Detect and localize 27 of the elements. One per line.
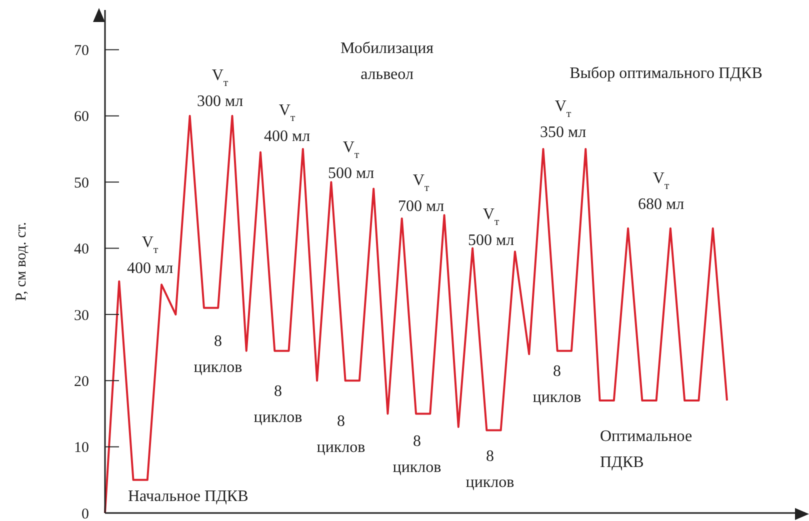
y-axis-title: Р, см вод. ст. [13,222,30,301]
y-tick-label: 70 [74,43,89,60]
annotation: 8 циклов [254,383,303,426]
y-tick-label: 50 [74,175,89,192]
annotation: 8 циклов [466,448,515,491]
annotation: Мобилизация альвеол [340,40,434,83]
annotation: V$_{т}$ 400 мл [264,102,310,145]
y-tick-label: 10 [74,440,89,456]
annotation: Выбор оптимального ПДКВ [570,65,762,82]
annotation: V$_{т}$ 680 мл [638,170,684,213]
y-tick-label: 30 [74,308,89,324]
annotation: V$_{т}$ 700 мл [398,172,444,215]
annotation: V$_{т}$ 500 мл [328,139,374,182]
annotation: 8 циклов [194,333,243,376]
annotation: V$_{т}$ 350 мл [540,98,586,141]
annotation: 8 циклов [392,433,442,476]
annotation: 8 циклов [316,413,366,456]
annotation: 8 циклов [532,363,582,406]
y-tick-label: 40 [74,242,89,258]
annotation: V$_{т}$ 300 мл [196,67,244,110]
annotation: V$_{т}$ 400 мл [126,234,174,277]
annotation: Начальное ПДКВ [128,488,248,505]
y-tick-label: 0 [82,506,89,521]
annotation: V$_{т}$ 500 мл [468,206,514,249]
y-tick-label: 20 [74,374,89,390]
annotation: Оптимальное ПДКВ [600,428,692,471]
y-tick-label: 60 [74,109,89,126]
